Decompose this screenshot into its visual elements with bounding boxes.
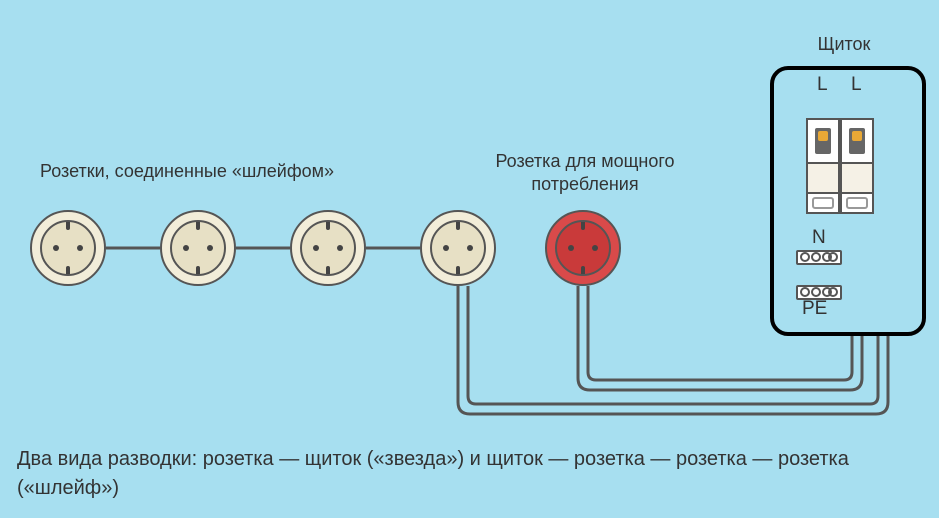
busbar-n (796, 250, 842, 265)
socket-red (545, 210, 621, 286)
socket-chain-3 (290, 210, 366, 286)
diagram-stage: { "colors": { "background": "#a7dff0", "… (0, 0, 939, 518)
label-L-2: L (851, 74, 862, 96)
label-daisy-chain: Розетки, соединенные «шлейфом» (40, 160, 370, 183)
breaker-1 (806, 118, 840, 214)
socket-chain-4 (420, 210, 496, 286)
socket-chain-2 (160, 210, 236, 286)
label-red-socket: Розетка для мощного потребления (480, 150, 690, 197)
breaker-2 (840, 118, 874, 214)
socket-chain-1 (30, 210, 106, 286)
label-panel-title: Щиток (770, 33, 918, 56)
label-PE: PE (802, 298, 827, 320)
label-L-1: L (817, 74, 828, 96)
caption: Два вида разводки: розетка — щиток («зве… (17, 445, 919, 503)
label-N: N (812, 227, 826, 249)
